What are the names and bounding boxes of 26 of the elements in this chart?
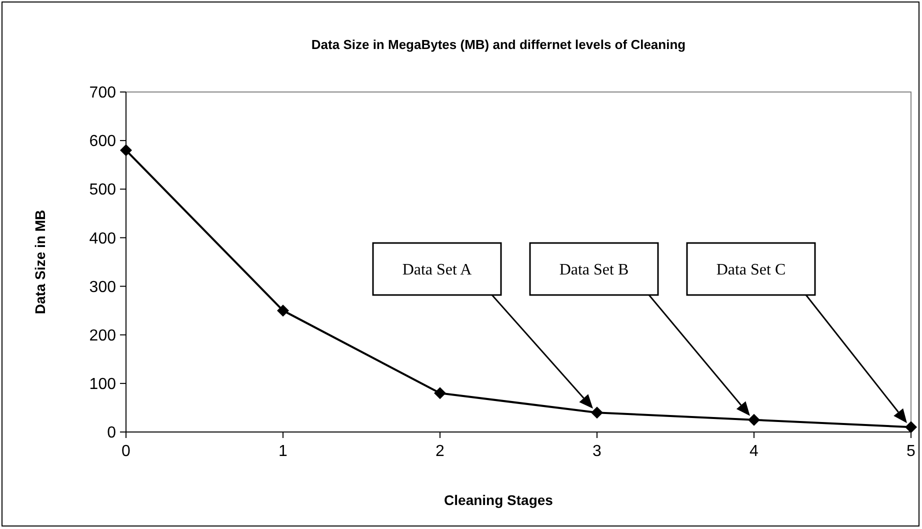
x-tick-label: 2 [436, 443, 445, 460]
x-tick-label: 3 [592, 443, 602, 460]
y-tick-label: 600 [89, 133, 116, 150]
point [748, 414, 760, 426]
y-tick-label: 0 [107, 424, 116, 442]
point [905, 421, 917, 434]
point [277, 304, 289, 317]
y-tick-label: 400 [89, 230, 116, 248]
y-tick-label: 100 [89, 376, 116, 394]
point [434, 387, 446, 400]
y-tick-label: 300 [89, 278, 116, 296]
y-tick-label: 500 [89, 182, 116, 199]
x-tick-label: 5 [906, 443, 916, 460]
y-tick-label: 200 [89, 327, 116, 344]
x-tick-label: 1 [278, 443, 288, 460]
annotation: Data Set C [716, 262, 786, 279]
y-axis-title: Data Size in MB [32, 210, 48, 314]
x-axis-title: Cleaning Stages [444, 492, 554, 508]
point [591, 406, 603, 419]
point [120, 144, 132, 156]
x-tick-label: 4 [750, 443, 759, 460]
annotation: Data Set B [559, 262, 629, 279]
x-tick-label: 0 [122, 443, 131, 460]
y-tick-label: 700 [89, 84, 116, 102]
chart-title: Data Size in MegaBytes (MB) and differnet levels of Cleaning [311, 37, 686, 52]
annotation: Data Set A [402, 262, 472, 279]
